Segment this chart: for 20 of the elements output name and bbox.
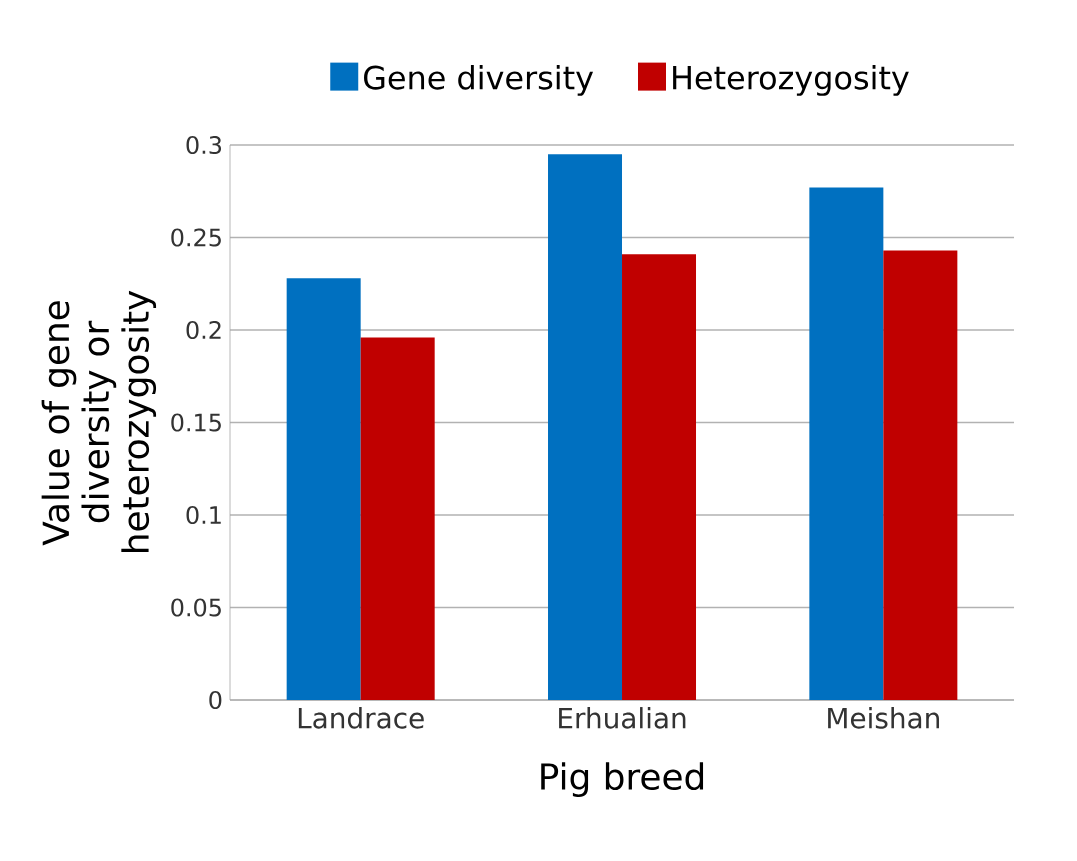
- bar: [809, 187, 884, 701]
- x-tick-label: Meishan: [828, 707, 939, 729]
- y-tick-label: 0.2: [186, 320, 221, 340]
- y-tick-label: 0: [209, 690, 222, 710]
- x-axis-title: Pig breed: [541, 762, 704, 798]
- bar: [883, 250, 958, 701]
- legend-label: Gene diversity: [364, 65, 594, 96]
- y-tick-label: 0.3: [186, 135, 222, 155]
- x-tick-label: Landrace: [298, 707, 424, 729]
- y-tick-label: 0.05: [171, 598, 221, 617]
- y-tick-label: 0.1: [186, 505, 221, 525]
- bar: [360, 337, 435, 701]
- bar: [286, 278, 361, 701]
- bar: [548, 154, 623, 701]
- legend-label: Heterozygosity: [673, 65, 909, 96]
- bar: [622, 254, 697, 701]
- x-tick-label: Erhualian: [559, 707, 686, 729]
- y-tick-label: 0.25: [171, 228, 221, 247]
- y-tick-label: 0.15: [171, 413, 221, 432]
- y-axis-title: Value of gene diversity or heterozygosity: [41, 290, 157, 553]
